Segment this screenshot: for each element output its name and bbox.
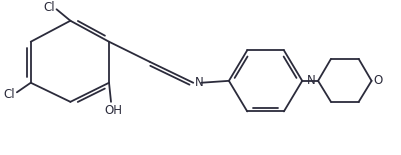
Text: N: N [195, 76, 204, 89]
Text: O: O [374, 74, 383, 87]
Text: N: N [307, 74, 316, 87]
Text: OH: OH [104, 104, 122, 117]
Text: Cl: Cl [43, 1, 55, 14]
Text: Cl: Cl [3, 88, 15, 101]
